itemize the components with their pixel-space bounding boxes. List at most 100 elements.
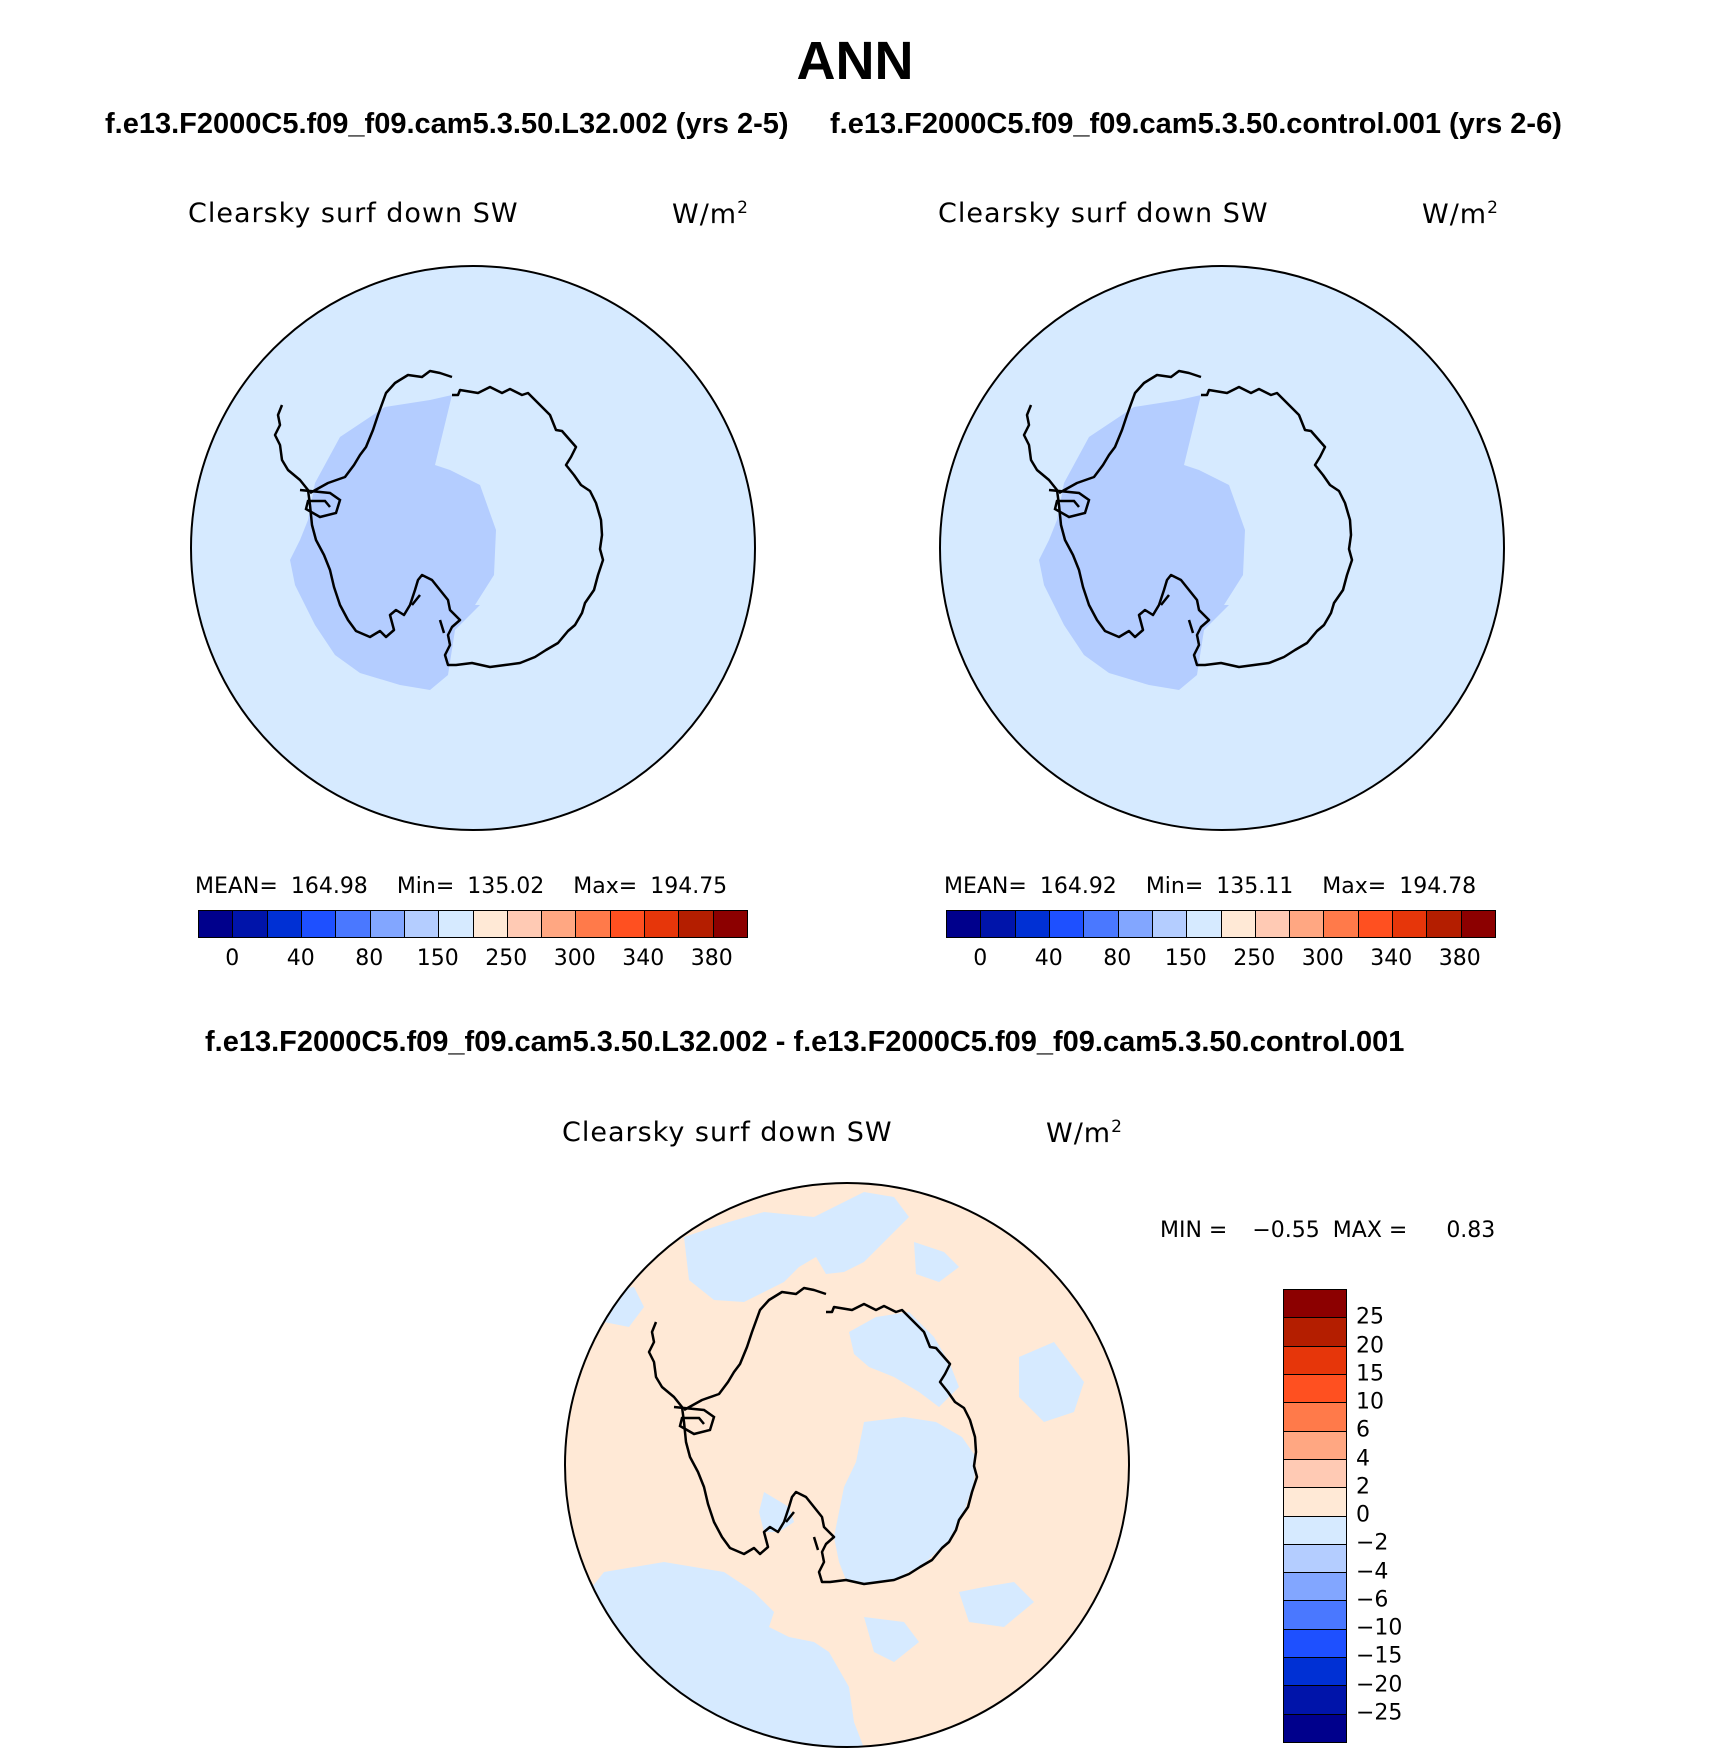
panel-1-colorbar-cell [679, 911, 714, 937]
diff-colorbar-tick-label: 0 [1356, 1502, 1370, 1528]
panel-2-max-label: Max= [1322, 874, 1387, 899]
panel-2-low-value-region [1039, 395, 1245, 690]
panel-2-colorbar [946, 910, 1496, 938]
diff-colorbar-cell [1284, 1573, 1346, 1602]
panel-1-colorbar-cell [645, 911, 680, 937]
panel-1-colorbar-cell [267, 911, 302, 937]
panel-1-polar-map [190, 265, 756, 831]
panel-1-colorbar-tick-label: 380 [690, 946, 733, 971]
panel-2-colorbar-tick-label: 300 [1301, 946, 1344, 971]
panel-1-colorbar-tick-label: 80 [355, 946, 384, 971]
panel-1-units-exponent: 2 [737, 198, 749, 218]
panel-1-max-value: 194.75 [650, 874, 728, 899]
panel-1-min-value: 135.02 [467, 874, 545, 899]
diff-colorbar-cell [1284, 1403, 1346, 1432]
diff-polar-map [564, 1182, 1130, 1748]
panel-2-colorbar-cell [1255, 911, 1291, 937]
panel-2-colorbar-cell [1358, 911, 1394, 937]
diff-colorbar-cell [1284, 1714, 1346, 1742]
diff-colorbar-cell [1284, 1686, 1346, 1715]
panel-1-colorbar-cell [610, 911, 646, 937]
panel-2-colorbar-tick-label: 0 [973, 946, 988, 971]
panel-2-colorbar-cell [1461, 911, 1495, 937]
panel-2-colorbar-tick-label: 380 [1438, 946, 1481, 971]
diff-colorbar-cell [1284, 1488, 1346, 1517]
panel-2-max-value: 194.78 [1399, 874, 1477, 899]
panel-2-mean-label: MEAN= [944, 874, 1027, 899]
diff-min-value: −0.55 [1252, 1218, 1320, 1243]
figure-title: ANN [796, 31, 914, 91]
diff-colorbar-cell [1284, 1459, 1346, 1489]
panel-1-colorbar-tick-label: 150 [416, 946, 459, 971]
panel-2-colorbar-cell [981, 911, 1016, 937]
panel-1-colorbar-cell [233, 911, 268, 937]
diff-colorbar-tick-label: 4 [1356, 1446, 1370, 1471]
diff-colorbar-cell [1284, 1658, 1346, 1687]
panel-2-colorbar-cell [1324, 911, 1359, 937]
diff-min-max: MIN = −0.55 MAX = 0.83 [1160, 1218, 1495, 1243]
panel-2-map-border [939, 265, 1505, 831]
panel-1-colorbar-cell [199, 911, 234, 937]
panel-2-colorbar-cell [1290, 911, 1325, 937]
panel-2-case-title: f.e13.F2000C5.f09_f09.cam5.3.50.control.… [830, 108, 1562, 140]
panel-2-mean-value: 164.92 [1039, 874, 1117, 899]
panel-1-variable-label: Clearsky surf down SW [188, 198, 519, 229]
diff-colorbar-tick-label: 2 [1356, 1474, 1370, 1500]
panel-2-colorbar-cell [1015, 911, 1050, 937]
panel-2-colorbar-tick-label: 250 [1233, 946, 1276, 971]
panel-2-colorbar-tick-label: 150 [1164, 946, 1207, 971]
panel-1-units-label: W/m2 [672, 198, 749, 230]
panel-2-colorbar-tick-label: 40 [1034, 946, 1063, 971]
panel-1-colorbar-cell [713, 911, 747, 937]
diff-ice-shelf-outline [673, 1405, 820, 1551]
diff-colorbar-tick-label: −4 [1356, 1559, 1389, 1584]
panel-1-colorbar-cell [404, 911, 440, 937]
panel-2-colorbar-cell [1427, 911, 1462, 937]
panel-2-colorbar-cell [1049, 911, 1085, 937]
panel-2-colorbar-cell [1084, 911, 1119, 937]
diff-colorbar [1283, 1289, 1347, 1743]
panel-1-map-border [190, 265, 756, 831]
diff-panel-units-text: W/m [1046, 1118, 1112, 1149]
panel-1-colorbar-tick-label: 0 [225, 946, 240, 971]
panel-2-stats: MEAN= 164.92 Min= 135.11 Max= 194.78 [944, 874, 1476, 899]
diff-min-label: MIN = [1160, 1218, 1228, 1243]
panel-1-colorbar-tick-label: 340 [622, 946, 665, 971]
panel-1-colorbar-cell [336, 911, 371, 937]
panel-1-colorbar-cell [370, 911, 405, 937]
panel-1-low-value-region [290, 395, 496, 690]
panel-1-coastline [273, 369, 605, 669]
diff-panel-variable-label: Clearsky surf down SW [562, 1117, 893, 1148]
panel-1-colorbar-tick-label: 40 [286, 946, 315, 971]
diff-colorbar-cell [1284, 1374, 1346, 1404]
diff-colorbar-tick-label: 25 [1356, 1304, 1384, 1330]
panel-2-colorbar-cell [1221, 911, 1256, 937]
diff-colorbar-tick-label: −2 [1356, 1530, 1389, 1556]
diff-colorbar-ticks: 25 20 15 10 6 4 2 0 −2 −4 −6 −10 −15 −20 −25 [1356, 1289, 1436, 1743]
panel-2-colorbar-tick-label: 80 [1103, 946, 1132, 971]
diff-panel-title: f.e13.F2000C5.f09_f09.cam5.3.50.L32.002 … [205, 1026, 1405, 1058]
panel-1-colorbar [198, 910, 748, 938]
panel-1-mean-value: 164.98 [290, 874, 368, 899]
diff-colorbar-cell [1284, 1629, 1346, 1659]
panel-1-max-label: Max= [573, 874, 638, 899]
panel-2-variable-label: Clearsky surf down SW [938, 198, 1269, 229]
panel-2-min-value: 135.11 [1216, 874, 1294, 899]
panel-2-colorbar-cell [1393, 911, 1428, 937]
diff-colorbar-tick-label: −10 [1356, 1615, 1403, 1641]
panel-2-colorbar-tick-label: 340 [1370, 946, 1413, 971]
panel-1-stats: MEAN= 164.98 Min= 135.02 Max= 194.75 [195, 874, 727, 899]
panel-1-colorbar-tick-label: 300 [553, 946, 596, 971]
diff-max-value: 0.83 [1446, 1218, 1496, 1243]
panel-1-colorbar-cell [439, 911, 474, 937]
diff-colorbar-tick-label: 6 [1356, 1417, 1370, 1443]
diff-panel-units-label: W/m2 [1046, 1117, 1123, 1149]
panel-2-min-label: Min= [1145, 874, 1204, 899]
diff-colorbar-cell [1284, 1544, 1346, 1574]
panel-1-colorbar-cell [507, 911, 543, 937]
panel-1-min-label: Min= [396, 874, 455, 899]
panel-1-colorbar-cell [301, 911, 337, 937]
diff-colorbar-tick-label: 10 [1356, 1389, 1384, 1415]
diff-colorbar-cell [1284, 1431, 1346, 1460]
panel-1-colorbar-cell [542, 911, 577, 937]
